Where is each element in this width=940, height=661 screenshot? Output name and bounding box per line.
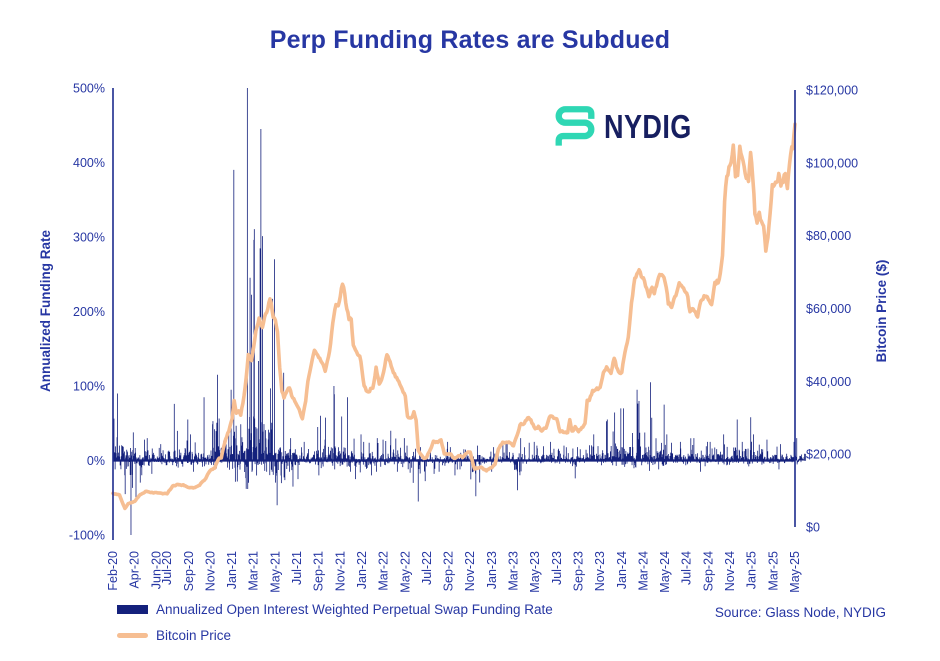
x-axis-tick-label: Jul-23: [550, 551, 564, 585]
funding-rate-bars: [112, 88, 807, 535]
x-axis-tick-label: May-24: [658, 551, 672, 593]
x-axis-tick-label: Apr-20: [128, 551, 142, 589]
x-axis-tick-label: Feb-20: [106, 551, 120, 591]
right-axis-tick-label: $0: [806, 521, 820, 535]
x-axis-tick-label: Sep-23: [571, 551, 585, 591]
dollar-pipes-icon-path: [555, 106, 595, 146]
source-note: Source: Glass Node, NYDIG: [714, 605, 886, 620]
nydig-logo-text: NYDIG: [604, 107, 692, 145]
x-axis-tick-label: Mar-25: [766, 551, 780, 591]
legend-item-funding: Annualized Open Interest Weighted Perpet…: [117, 596, 553, 622]
btc-price-line: [111, 122, 797, 511]
x-axis-tick-label: Jan-25: [745, 551, 759, 589]
legend: Annualized Open Interest Weighted Perpet…: [117, 596, 553, 648]
x-axis-tick-label: Jul-21: [290, 551, 304, 585]
x-axis-tick-label: Nov-20: [203, 551, 217, 591]
x-axis-tick-label: Jan-21: [225, 551, 239, 589]
left-axis-title: Annualized Funding Rate: [38, 230, 53, 392]
x-axis-tick-label: Sep-22: [442, 551, 456, 591]
x-axis-tick-label: May-25: [788, 551, 802, 593]
right-axis-tick-label: $120,000: [806, 84, 858, 98]
chart-title: Perp Funding Rates are Subdued: [269, 26, 671, 54]
x-axis-tick-label: May-23: [528, 551, 542, 593]
x-axis-tick-label: Mar-23: [507, 551, 521, 591]
x-axis-tick-label: Nov-24: [723, 551, 737, 591]
x-axis-tick-label: May-22: [398, 551, 412, 593]
x-axis-tick-label: Sep-20: [182, 551, 196, 591]
x-axis-tick-label: Sep-21: [312, 551, 326, 591]
right-axis-title: Bitcoin Price ($): [874, 260, 889, 363]
right-axis-tick-label: $100,000: [806, 156, 858, 170]
x-axis-tick-label: Mar-24: [636, 551, 650, 591]
legend-label-btc: Bitcoin Price: [156, 627, 232, 643]
x-axis-tick-label: Sep-24: [701, 551, 715, 591]
legend-swatch-funding: [117, 604, 148, 614]
legend-swatch-btc: [117, 632, 148, 638]
x-axis-tick-label: Nov-23: [593, 551, 607, 591]
right-axis-tick-label: $60,000: [806, 302, 851, 316]
left-axis-tick-label: -100%: [69, 529, 105, 543]
nydig-logo: NYDIG: [552, 102, 711, 151]
right-axis-tick-label: $40,000: [806, 375, 851, 389]
left-axis-tick-label: 0%: [87, 454, 105, 468]
right-axis-tick-label: $20,000: [806, 448, 851, 462]
x-axis-tick-label: Nov-22: [463, 551, 477, 591]
x-axis-tick-label: Jul-20: [160, 551, 174, 585]
legend-item-btc: Bitcoin Price: [117, 622, 553, 648]
x-axis-tick-label: Jan-24: [615, 551, 629, 589]
left-axis-tick-label: 400%: [73, 156, 105, 170]
dollar-pipes-icon: [555, 106, 595, 146]
left-axis-tick-label: 100%: [73, 380, 105, 394]
x-axis-tick-label: Jan-23: [485, 551, 499, 589]
x-axis-tick-label: Jul-24: [680, 551, 694, 585]
left-axis-tick-label: 300%: [73, 231, 105, 245]
legend-label-funding: Annualized Open Interest Weighted Perpet…: [156, 601, 553, 617]
x-axis-tick-label: May-21: [268, 551, 282, 593]
left-axis-tick-label: 500%: [73, 82, 105, 96]
x-axis-tick-label: Mar-21: [247, 551, 261, 591]
x-axis-tick-label: Nov-21: [333, 551, 347, 591]
right-axis-tick-label: $80,000: [806, 229, 851, 243]
x-axis-tick-label: Mar-22: [377, 551, 391, 591]
x-axis-tick-label: Jun-20: [149, 551, 163, 589]
x-axis-tick-label: Jul-22: [420, 551, 434, 585]
left-axis-tick-label: 200%: [73, 305, 105, 319]
x-axis-tick-label: Jan-22: [355, 551, 369, 589]
